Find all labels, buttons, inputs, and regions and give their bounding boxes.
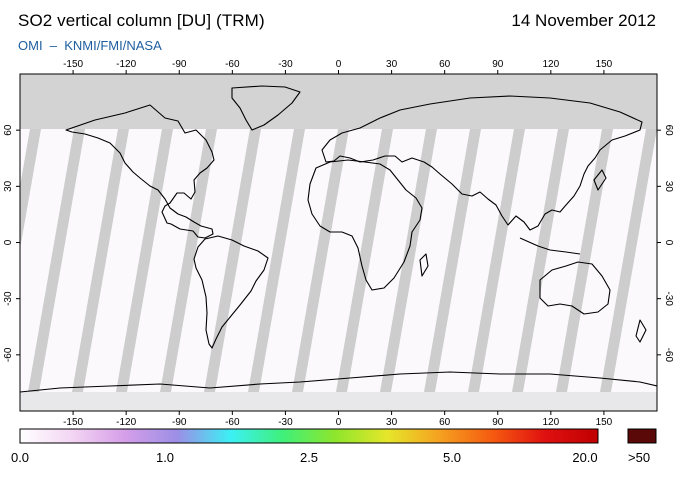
lon-label-top: -150 [63,59,83,70]
map-date: 14 November 2012 [511,11,656,30]
lon-label-top: -90 [172,59,187,70]
coast-madagascar [419,253,429,277]
lon-label-bottom: -30 [278,417,293,428]
orbit-gap [468,129,525,392]
orbit-gap [600,129,657,392]
lon-label-bottom: 30 [386,417,398,428]
coast-australia [539,261,611,315]
orbit-gap [336,129,393,392]
colorbar [20,429,598,443]
colorbar-gradient [20,429,598,443]
coast-japan [593,169,607,191]
lon-label-bottom: -60 [225,417,240,428]
colorbar-label-3: 5.0 [442,450,462,465]
lon-label-bottom: 60 [439,417,451,428]
orbit-gap [204,129,261,392]
lon-label-bottom: 150 [596,417,613,428]
lon-label-top: -30 [278,59,293,70]
colorbar-over-swatch [627,428,657,444]
polar-band-south [20,392,657,411]
coast-indonesia [519,237,581,255]
lat-label-left: 30 [3,180,14,192]
polar-night-north [20,74,657,129]
lon-label-top: 30 [386,59,398,70]
coast-antarctica [20,371,657,393]
lat-label-right: -30 [663,291,674,306]
lat-label-right: 0 [663,240,674,246]
orbit-gap [512,129,569,392]
lon-label-top: 120 [542,59,559,70]
lon-label-bottom: 90 [492,417,504,428]
data-credit: OMI – KNMI/FMI/NASA [18,38,162,53]
orbit-gap [116,129,173,392]
colorbar-label-1: 1.0 [155,450,175,465]
lat-label-left: 60 [3,124,14,136]
map-title: SO2 vertical column [DU] (TRM) [18,11,265,30]
coast-north-america [65,104,215,239]
lon-label-top: -60 [225,59,240,70]
orbit-gap [556,129,613,392]
lat-label-right: 30 [663,181,674,193]
lat-label-left: 0 [3,239,14,245]
colorbar-over-label: >50 [628,450,651,465]
map-ticks: -150 -150 -120 -120 -90 -90 -60 -60 -30 -30 0 0 30 30… [3,59,674,428]
colorbar-label-2: 2.5 [299,450,319,465]
lon-label-bottom: -120 [116,417,136,428]
lon-label-top: 60 [439,59,451,70]
lat-label-right: 60 [663,125,674,137]
orbit-gap [380,129,437,392]
lat-label-right: -60 [663,348,674,363]
orbit-gap [248,129,305,392]
coast-europe-asia [321,95,643,231]
lat-label-left: -30 [3,291,14,306]
lon-label-bottom: -150 [63,417,83,428]
coast-new-zealand [635,319,647,343]
colorbar-label-0: 0.0 [10,450,30,465]
lon-label-bottom: 120 [542,417,559,428]
coast-africa [307,159,423,291]
lon-label-top: 90 [492,59,504,70]
land-outlines [20,85,657,393]
orbit-gap [292,129,349,392]
orbit-gap [20,129,41,250]
coast-south-america [193,235,269,349]
lon-label-bottom: -90 [172,417,187,428]
orbit-gaps [20,129,657,392]
colorbar-label-4: 20.0 [572,450,598,465]
lat-label-left: -60 [3,347,14,362]
coast-greenland [231,85,301,131]
lon-label-top: 150 [596,59,613,70]
lon-label-top: -120 [116,59,136,70]
lon-label-top: 0 [336,59,342,70]
orbit-gap [72,129,129,392]
colorbar-frame [19,428,599,444]
lon-label-bottom: 0 [336,417,342,428]
orbit-gap [160,129,217,392]
orbit-gap [28,129,85,392]
